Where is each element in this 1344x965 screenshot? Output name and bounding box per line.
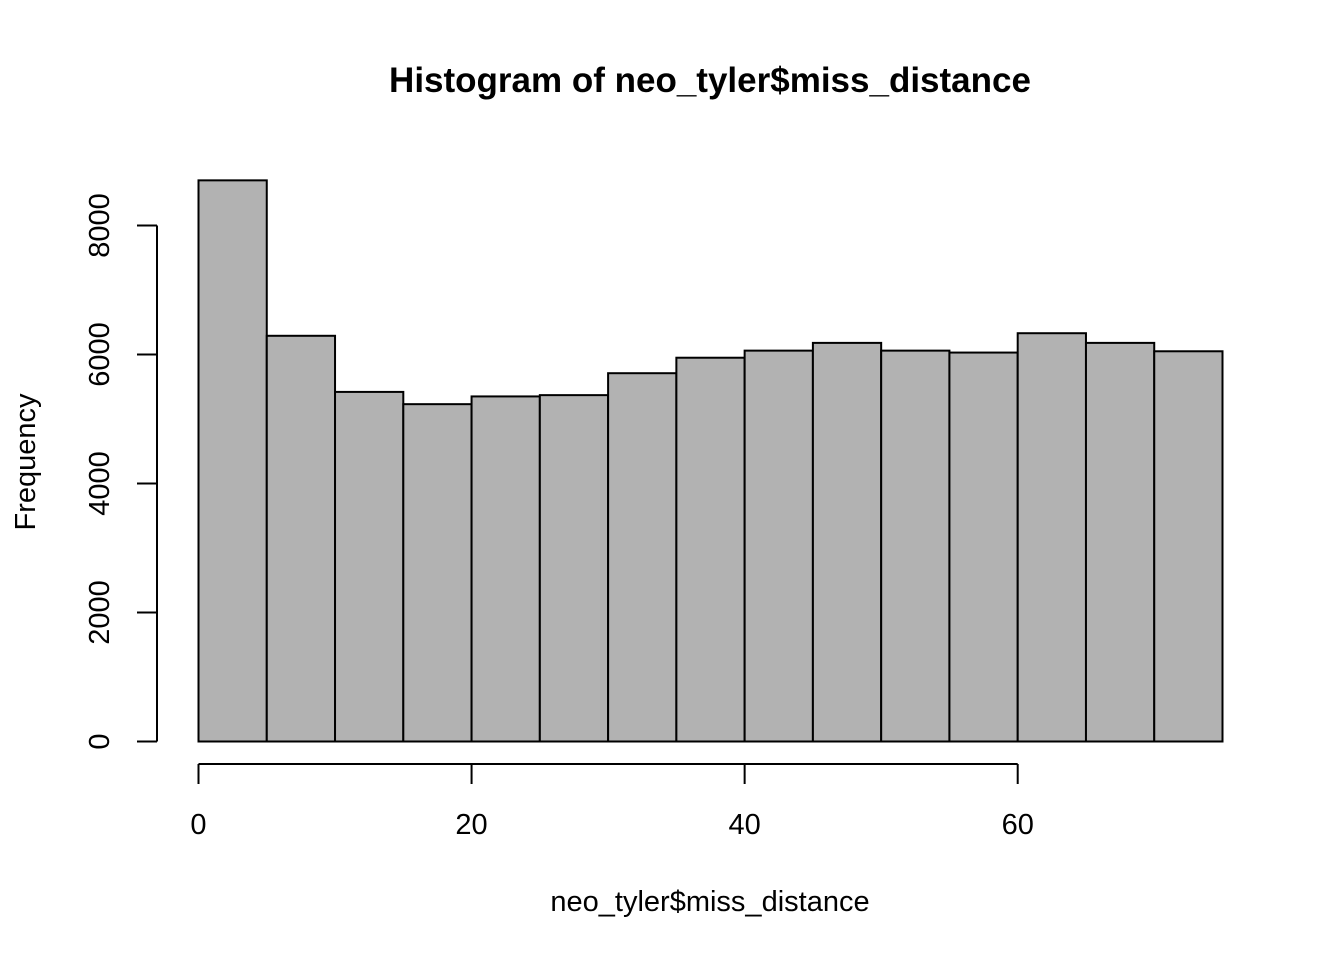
histogram-bar xyxy=(334,390,405,743)
histogram-bar xyxy=(743,349,814,743)
histogram-bar xyxy=(948,351,1019,743)
y-axis-label: Frequency xyxy=(10,393,42,531)
histogram-bars xyxy=(197,179,1224,743)
x-tick-label: 0 xyxy=(190,809,206,841)
x-tick-label: 40 xyxy=(729,809,761,841)
x-axis-label: neo_tyler$miss_distance xyxy=(550,886,869,918)
histogram-bar xyxy=(607,372,678,743)
histogram-bar xyxy=(197,179,268,743)
y-tick-label: 6000 xyxy=(84,322,116,387)
histogram-bar xyxy=(538,394,610,743)
histogram-bar xyxy=(880,349,951,743)
histogram-bar xyxy=(811,341,883,743)
y-tick-label: 8000 xyxy=(84,193,116,258)
histogram-bar xyxy=(402,403,473,743)
x-axis: 0 20 40 60 xyxy=(190,763,1034,841)
y-tick-label: 0 xyxy=(84,733,116,749)
y-tick-label: 4000 xyxy=(84,451,116,516)
x-tick-label: 20 xyxy=(455,809,487,841)
histogram-bar xyxy=(265,334,337,743)
histogram-bar xyxy=(1084,341,1156,743)
histogram-bar xyxy=(470,395,541,743)
y-tick-label: 2000 xyxy=(84,580,116,645)
histogram-bar xyxy=(1153,350,1224,743)
y-axis: 0 2000 4000 6000 8000 xyxy=(84,193,158,750)
histogram-bar xyxy=(675,356,746,743)
chart-title: Histogram of neo_tyler$miss_distance xyxy=(389,61,1031,100)
histogram-bar xyxy=(1016,332,1087,743)
x-tick-label: 60 xyxy=(1002,809,1034,841)
